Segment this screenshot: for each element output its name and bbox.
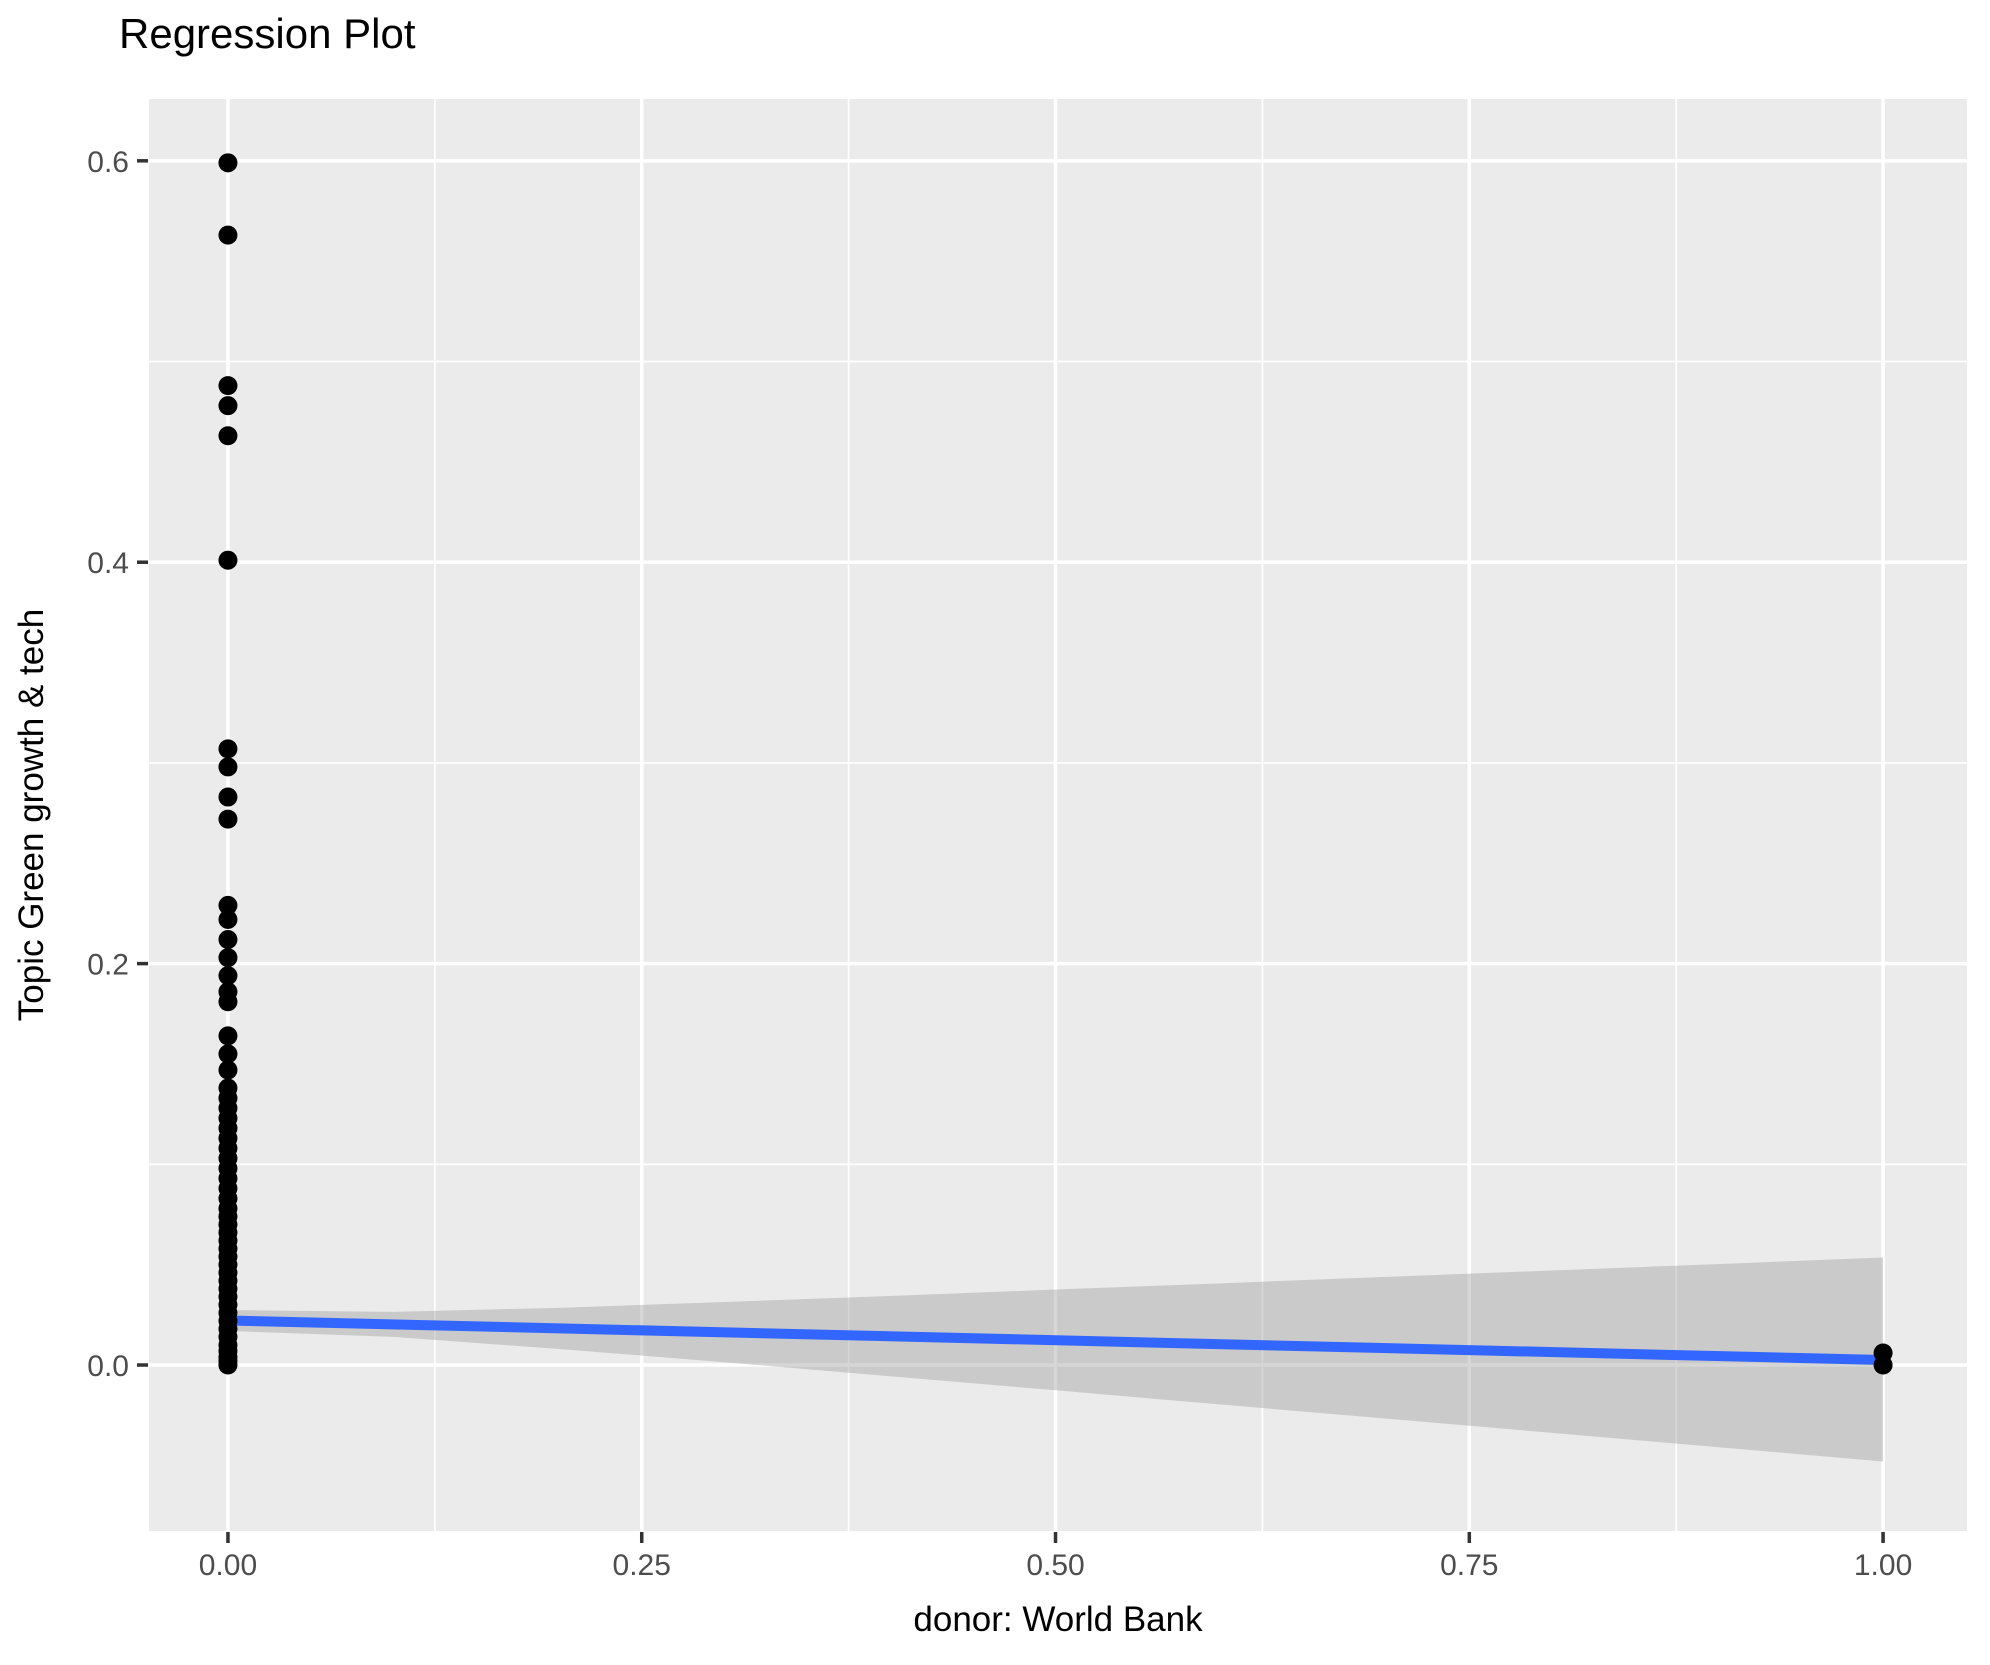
data-point [218,809,238,829]
data-point [218,426,238,446]
data-point [218,757,238,777]
data-point [218,550,238,570]
y-tick-label: 0.6 [87,146,129,179]
data-point [218,1026,238,1046]
y-tick-label: 0.4 [87,547,129,580]
confidence-ribbon [227,1257,1884,1462]
data-point [218,895,238,915]
y-axis-title: Topic Green growth & tech [12,608,51,1022]
regression-line [227,1315,1884,1366]
x-tick-label: 0.25 [613,1549,671,1582]
plot-title: Regression Plot [119,10,416,57]
data-point [218,966,238,986]
data-point [1873,1355,1893,1375]
y-tick-label: 0.2 [87,949,129,982]
data-point [218,739,238,759]
data-point [218,153,238,173]
data-point [218,225,238,245]
x-tick-label: 0.50 [1026,1549,1084,1582]
data-point [218,787,238,807]
data-point [218,396,238,416]
data-point [218,1044,238,1064]
x-tick-label: 1.00 [1854,1549,1912,1582]
data-point [218,1355,238,1375]
data-point [218,376,238,396]
y-tick-label: 0.0 [87,1350,129,1383]
x-axis-title: donor: World Bank [913,1600,1203,1639]
data-point [218,930,238,950]
panel-background [149,99,1967,1531]
data-point [218,1060,238,1080]
data-point [218,909,238,929]
data-point [218,948,238,968]
x-tick-label: 0.00 [199,1549,257,1582]
x-tick-label: 0.75 [1440,1549,1498,1582]
data-point [218,992,238,1012]
